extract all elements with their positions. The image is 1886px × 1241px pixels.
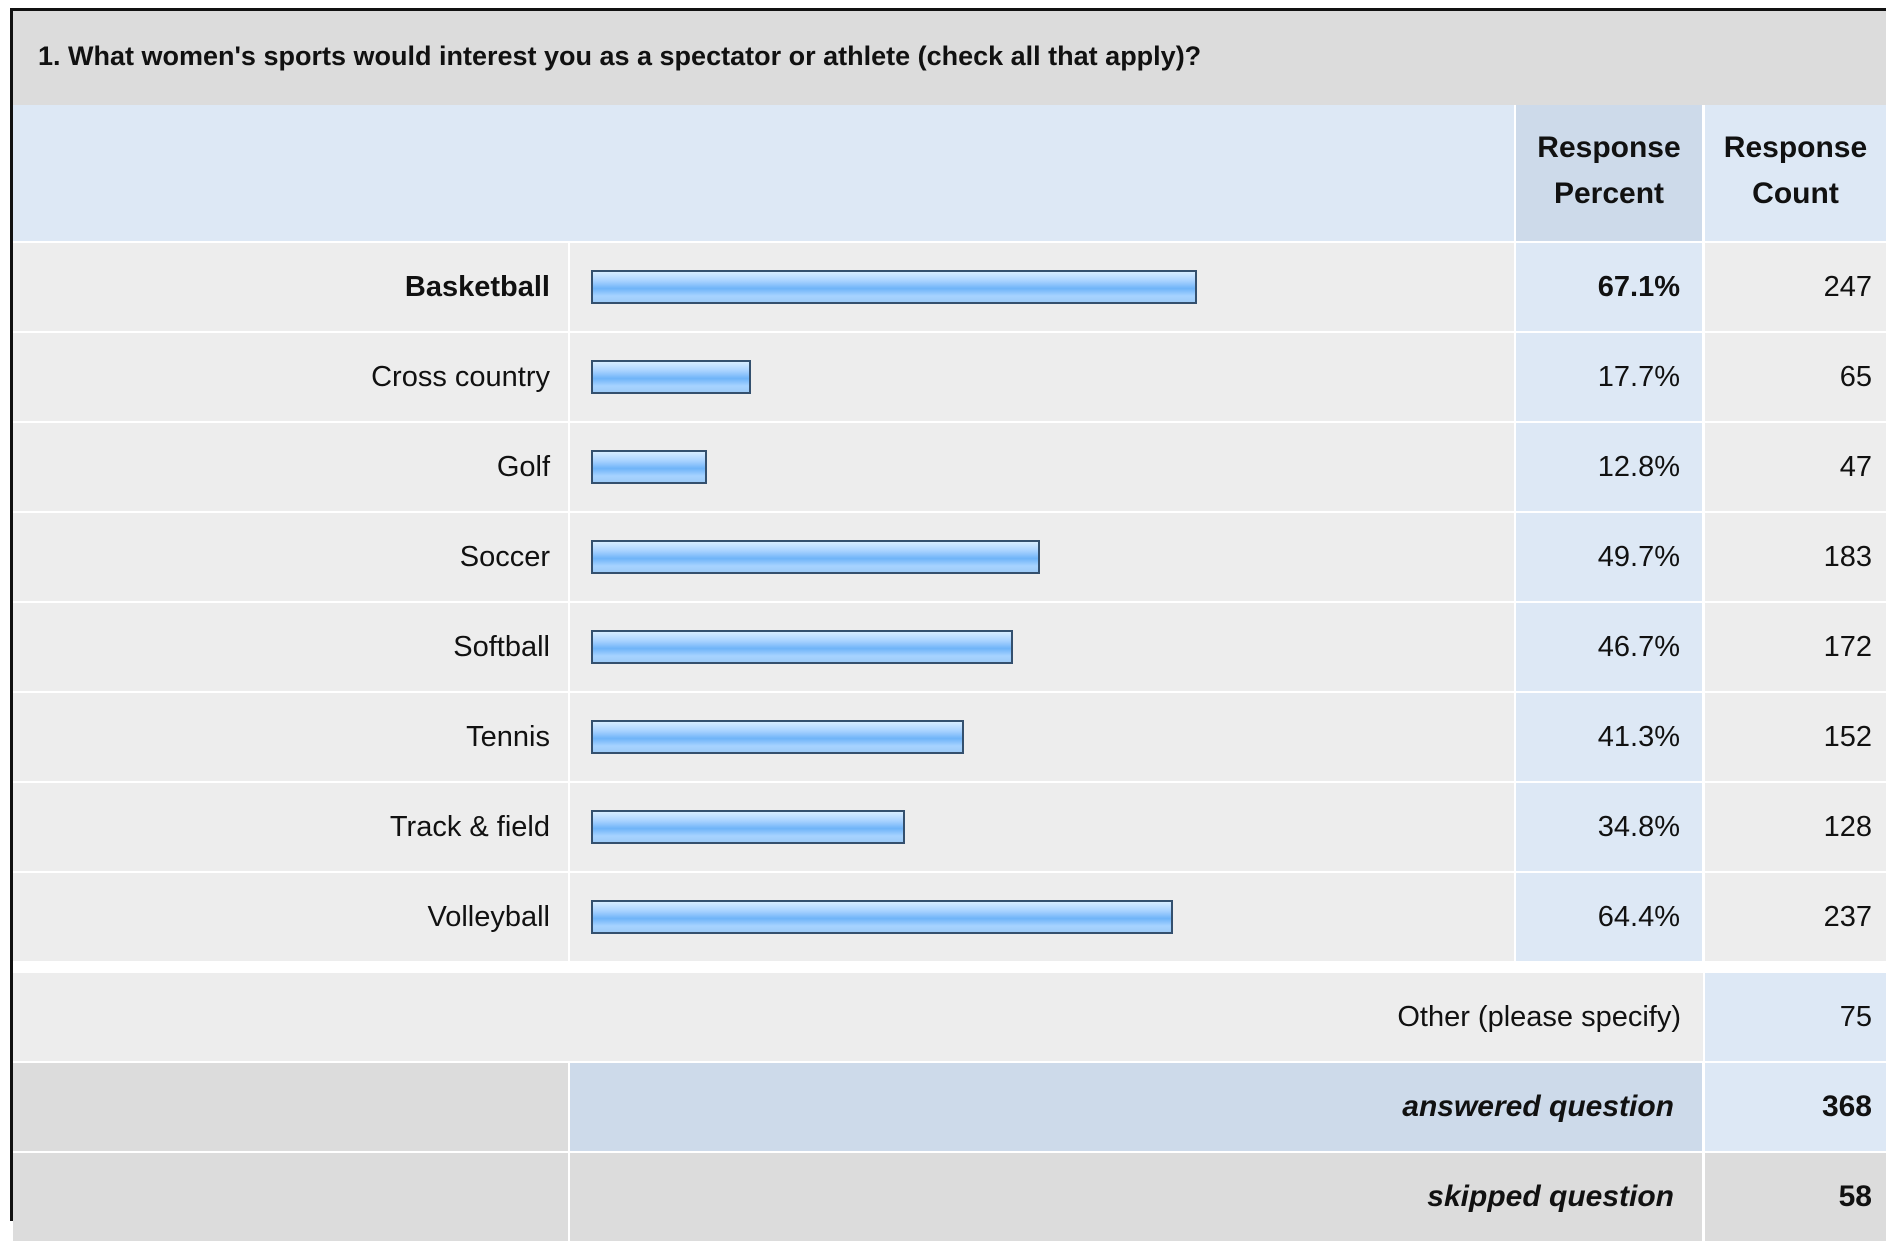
row-percent: 34.8% — [1516, 783, 1702, 871]
row-count: 152 — [1705, 693, 1886, 781]
row-percent: 64.4% — [1516, 873, 1702, 961]
row-bar-cell — [570, 513, 1514, 601]
skipped-blank — [13, 1153, 568, 1241]
header-blank — [13, 105, 1514, 241]
response-bar — [591, 720, 964, 754]
answered-blank — [13, 1063, 568, 1151]
row-percent: 12.8% — [1516, 423, 1702, 511]
row-label: Volleyball — [13, 873, 568, 961]
row-label: Tennis — [13, 693, 568, 781]
row-count: 247 — [1705, 243, 1886, 331]
row-label: Golf — [13, 423, 568, 511]
row-bar-cell — [570, 333, 1514, 421]
row-label: Track & field — [13, 783, 568, 871]
row-bar-cell — [570, 783, 1514, 871]
row-bar-cell — [570, 693, 1514, 781]
row-bar-cell — [570, 873, 1514, 961]
survey-results-table: 1. What women's sports would interest yo… — [10, 8, 1886, 1241]
answered-count: 368 — [1705, 1063, 1886, 1151]
response-bar — [591, 630, 1013, 664]
response-bar — [591, 450, 707, 484]
question-title: 1. What women's sports would interest yo… — [38, 41, 1202, 71]
row-percent: 67.1% — [1516, 243, 1702, 331]
header-count-label: Response Count — [1723, 131, 1868, 210]
skipped-label: skipped question — [570, 1153, 1702, 1241]
row-percent: 49.7% — [1516, 513, 1702, 601]
response-bar — [591, 900, 1173, 934]
response-bar — [591, 540, 1040, 574]
row-bar-cell — [570, 423, 1514, 511]
row-label: Soccer — [13, 513, 568, 601]
row-label: Cross country — [13, 333, 568, 421]
skipped-count: 58 — [1705, 1153, 1886, 1241]
row-label: Basketball — [13, 243, 568, 331]
row-percent: 46.7% — [1516, 603, 1702, 691]
answered-label: answered question — [570, 1063, 1702, 1151]
response-bar — [591, 360, 751, 394]
other-label: Other (please specify) — [13, 973, 1703, 1061]
row-count: 128 — [1705, 783, 1886, 871]
row-percent: 41.3% — [1516, 693, 1702, 781]
header-percent-label: Response Percent — [1537, 131, 1681, 210]
row-label: Softball — [13, 603, 568, 691]
header-response-percent: Response Percent — [1516, 105, 1702, 241]
row-count: 47 — [1705, 423, 1886, 511]
row-count: 237 — [1705, 873, 1886, 961]
other-count: 75 — [1705, 973, 1886, 1061]
row-percent: 17.7% — [1516, 333, 1702, 421]
response-bar — [591, 810, 905, 844]
row-bar-cell — [570, 243, 1514, 331]
row-count: 172 — [1705, 603, 1886, 691]
row-count: 65 — [1705, 333, 1886, 421]
row-count: 183 — [1705, 513, 1886, 601]
header-response-count: Response Count — [1705, 105, 1886, 241]
row-bar-cell — [570, 603, 1514, 691]
question-title-bar: 1. What women's sports would interest yo… — [13, 11, 1886, 105]
response-bar — [591, 270, 1197, 304]
